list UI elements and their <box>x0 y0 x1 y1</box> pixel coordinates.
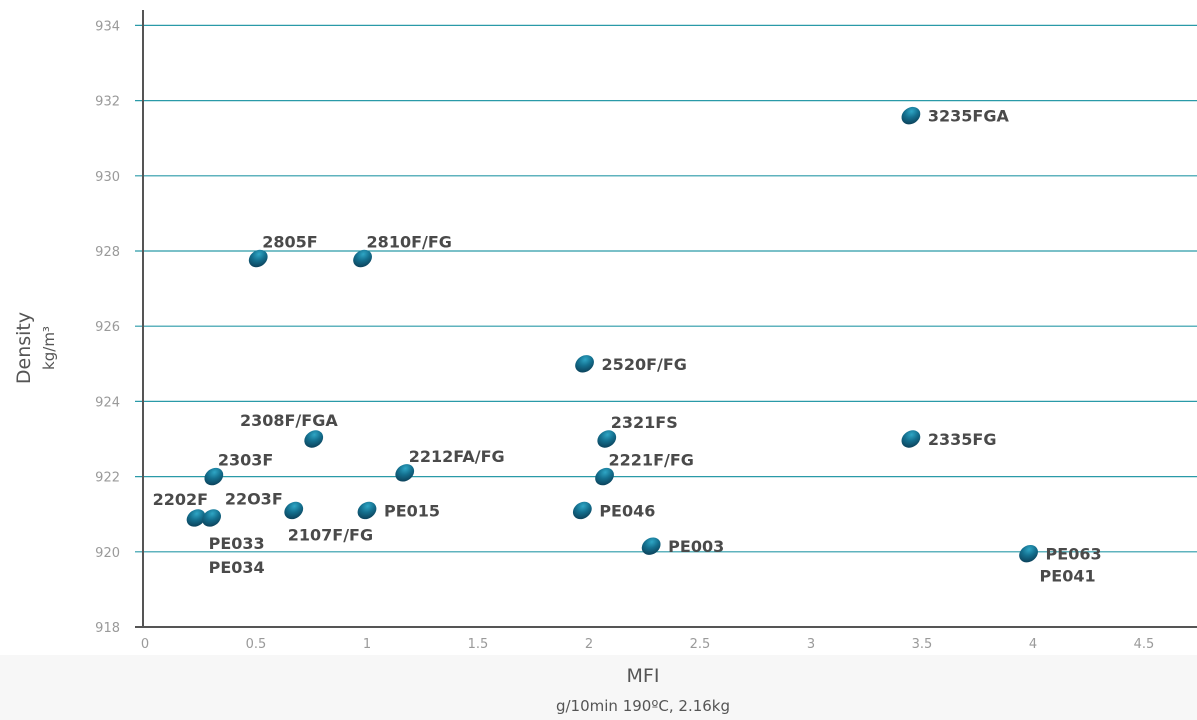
y-tick-label: 918 <box>95 621 120 636</box>
data-point <box>357 501 377 520</box>
data-point <box>575 355 594 373</box>
data-point <box>597 430 617 448</box>
data-point <box>353 249 372 268</box>
y-tick-label: 924 <box>95 395 120 410</box>
x-tick-label: 3 <box>807 637 815 652</box>
y-tick-label: 930 <box>95 170 120 185</box>
x-tick-label: 1 <box>363 637 371 652</box>
footer-band <box>0 655 1197 720</box>
point-label: 2810F/FG <box>367 233 452 252</box>
y-tick-label: 932 <box>95 95 120 110</box>
x-tick-label: 2.5 <box>690 637 711 652</box>
point-label: PE033 <box>209 534 265 553</box>
point-label: 2520F/FG <box>602 355 687 374</box>
point-label: PE041 <box>1040 567 1096 586</box>
point-label: PE003 <box>668 537 724 556</box>
y-tick-label: 926 <box>95 320 120 335</box>
data-point <box>901 106 921 125</box>
x-axis-title: MFI <box>627 665 660 687</box>
point-label: 2805F <box>262 233 317 252</box>
data-point <box>395 464 415 482</box>
x-tick-label: 1.5 <box>468 637 489 652</box>
y-axis-subtitle: kg/m³ <box>40 326 58 370</box>
point-label: 22O3F <box>225 490 283 509</box>
point-label: 2212FA/FG <box>409 447 505 466</box>
axes <box>135 10 1197 628</box>
x-tick-label: 0.5 <box>246 637 267 652</box>
data-point <box>248 249 268 268</box>
tick-labels: 918 920 922 924 926 928 930 932 934 0 0.5 1 1.5 2 2.5 3… <box>95 19 1154 652</box>
data-points <box>186 106 1038 563</box>
y-tick-label: 928 <box>95 245 120 260</box>
x-axis-subtitle: g/10min 190ºC, 2.16kg <box>556 697 730 715</box>
x-tick-label: 0 <box>141 637 149 652</box>
point-label: 2202F <box>153 490 208 509</box>
point-label: 2303F <box>218 451 273 470</box>
point-labels: 3235FGA 2805F 2810F/FG 2520F/FG 2308F/FGA 232… <box>153 107 1102 586</box>
gridlines <box>135 24 1197 628</box>
data-point <box>284 501 304 520</box>
data-point <box>595 467 614 486</box>
data-point <box>641 537 661 555</box>
point-label: 3235FGA <box>928 107 1010 126</box>
data-point <box>901 430 921 448</box>
data-point <box>202 509 221 527</box>
point-label: PE015 <box>384 501 440 520</box>
y-tick-label: 920 <box>95 546 120 561</box>
point-label: 2335FG <box>928 430 997 449</box>
point-label: 2321FS <box>611 413 678 432</box>
point-label: PE046 <box>599 501 655 520</box>
data-point <box>572 501 592 520</box>
point-label: 2107F/FG <box>288 525 373 544</box>
data-point <box>204 467 224 486</box>
point-label: PE034 <box>209 558 265 577</box>
x-tick-label: 2 <box>585 637 593 652</box>
x-tick-label: 4 <box>1029 637 1037 652</box>
point-label: 2221F/FG <box>609 451 694 470</box>
data-point <box>304 430 324 448</box>
point-label: PE063 <box>1046 545 1102 564</box>
data-point <box>186 509 206 527</box>
y-axis-title: Density <box>13 312 35 384</box>
point-label: 2308F/FGA <box>240 411 338 430</box>
y-tick-label: 922 <box>95 471 120 486</box>
x-tick-label: 3.5 <box>912 637 933 652</box>
y-tick-label: 934 <box>95 19 120 34</box>
x-tick-label: 4.5 <box>1134 637 1155 652</box>
data-point <box>1019 544 1038 563</box>
